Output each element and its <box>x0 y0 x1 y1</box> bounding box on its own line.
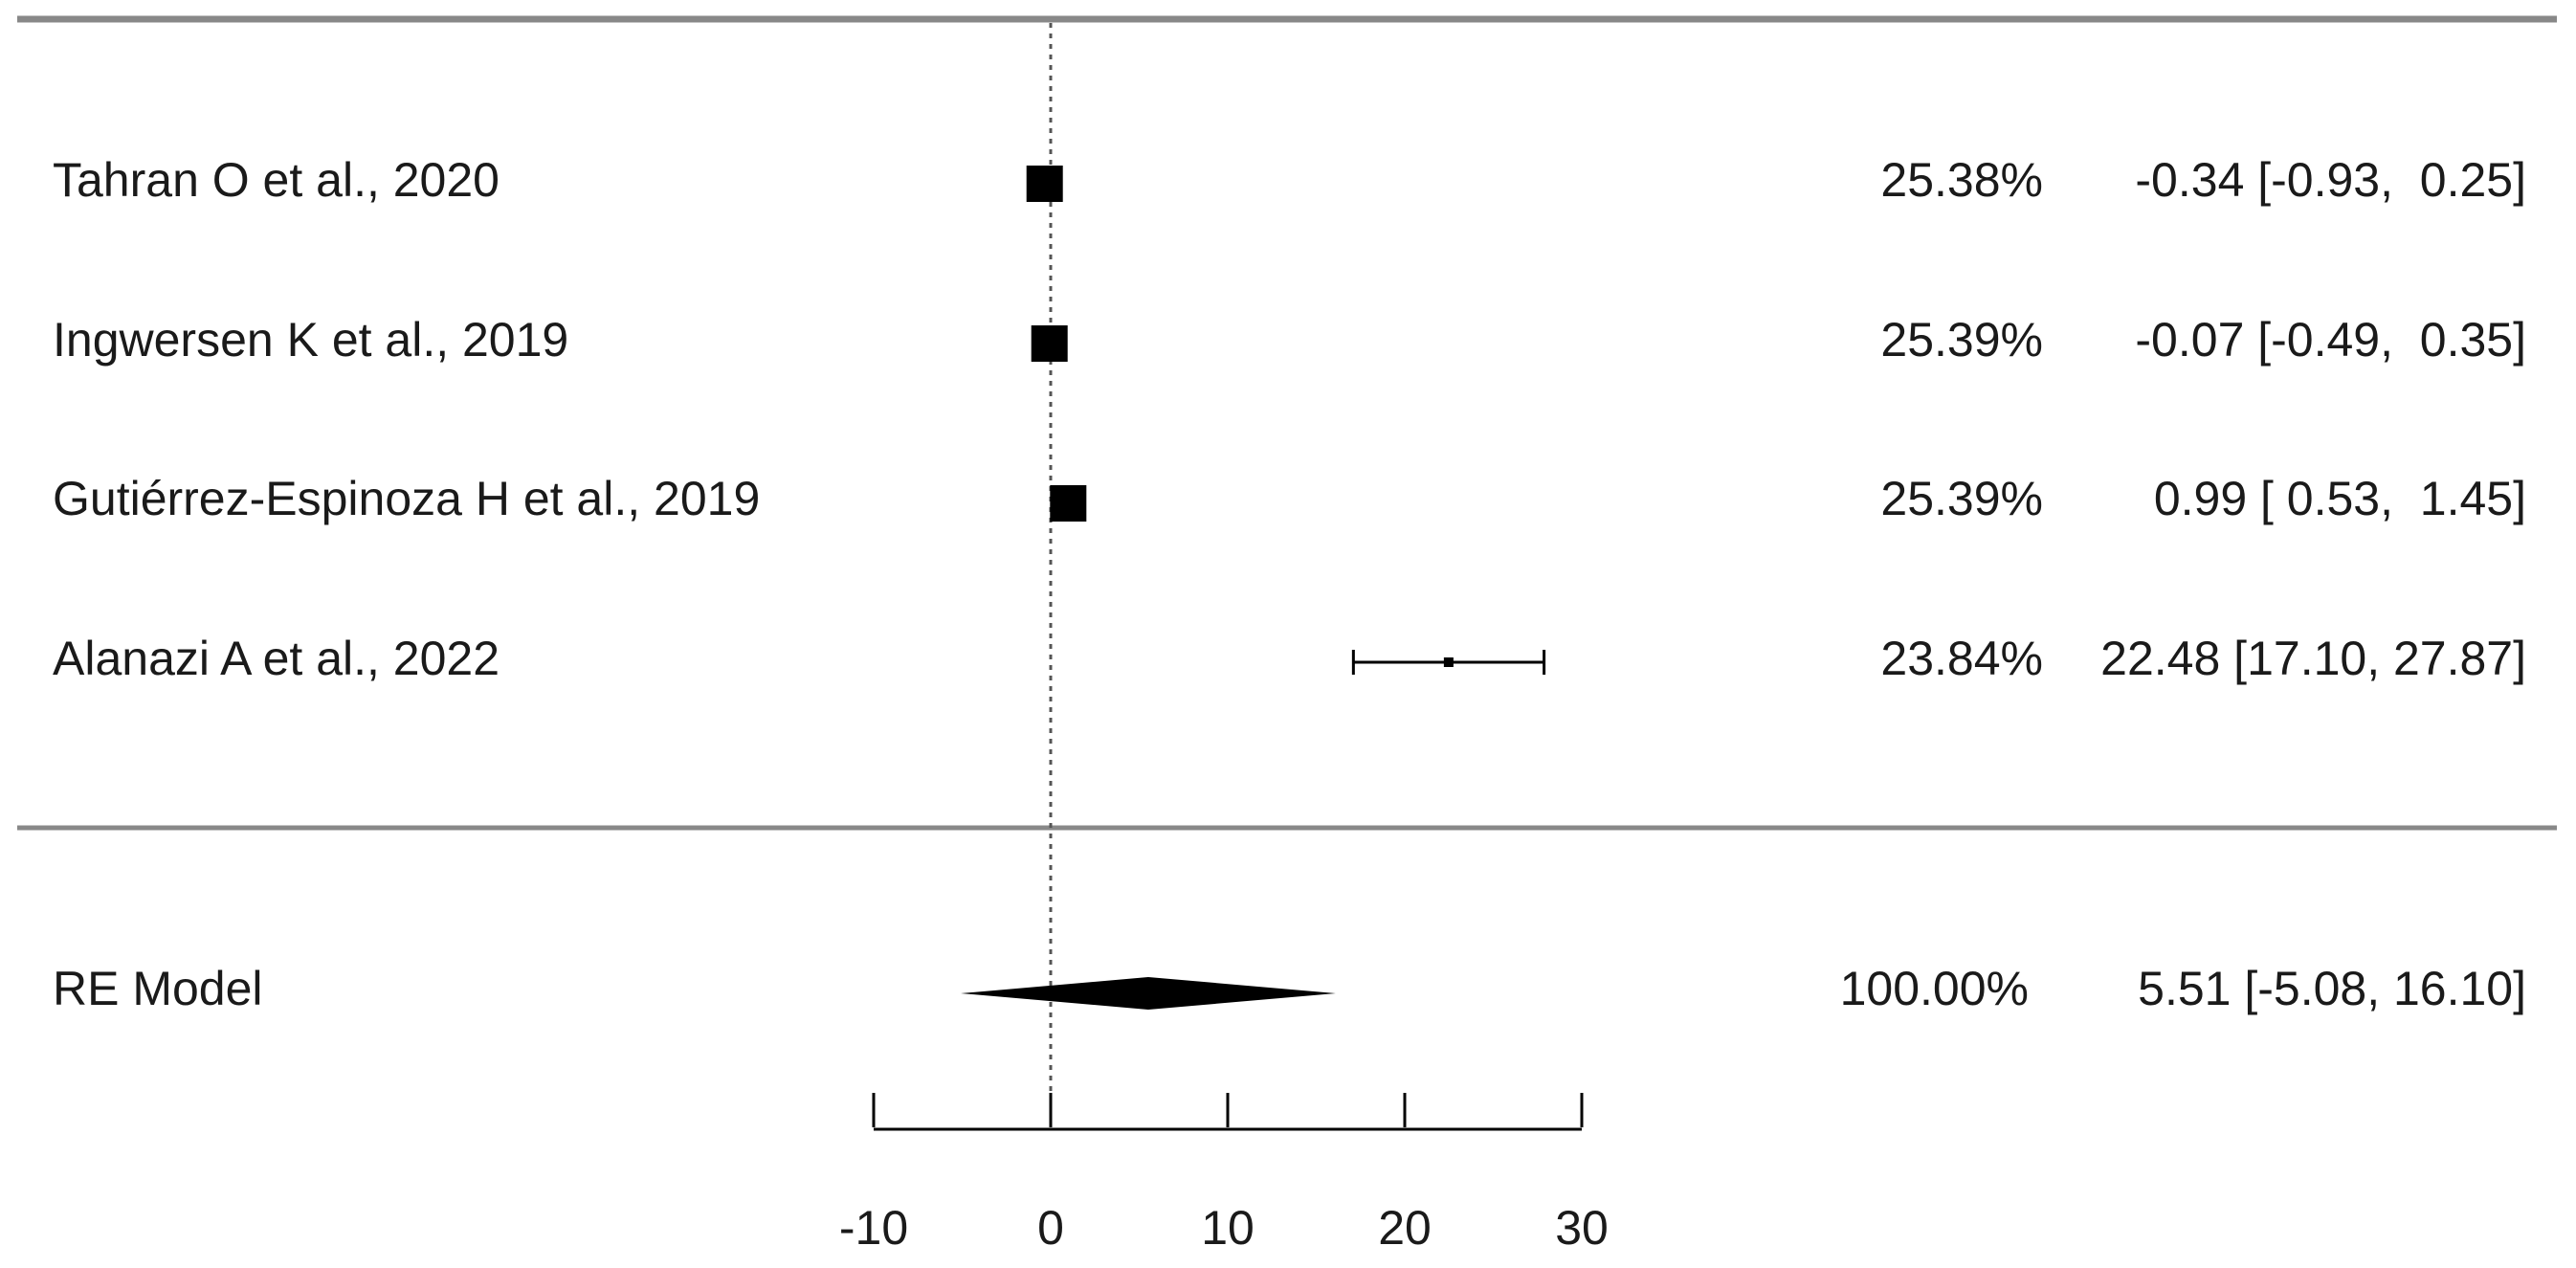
summary-label: RE Model <box>53 962 263 1015</box>
x-axis: -10 0 10 20 30 <box>839 1093 1609 1255</box>
study-row: Alanazi A et al., 2022 23.84% 22.48 [17.… <box>53 632 2526 685</box>
study-weight: 25.39% <box>1880 472 2043 525</box>
study-point-estimate <box>1031 325 1068 362</box>
x-tick-label: 10 <box>1201 1201 1255 1255</box>
summary-row: RE Model 100.00% 5.51 [-5.08, 16.10] <box>53 962 2526 1015</box>
summary-weight: 100.00% <box>1840 962 2029 1015</box>
study-point-estimate <box>1050 485 1087 522</box>
x-tick-label: -10 <box>839 1201 908 1255</box>
study-weight: 23.84% <box>1880 632 2043 685</box>
study-label: Ingwersen K et al., 2019 <box>53 313 568 367</box>
study-estimate-ci: -0.34 [-0.93, 0.25] <box>2135 153 2526 207</box>
study-point-estimate <box>1026 166 1063 202</box>
study-row: Tahran O et al., 2020 25.38% -0.34 [-0.9… <box>53 153 2526 207</box>
study-label: Tahran O et al., 2020 <box>53 153 500 207</box>
study-weight: 25.38% <box>1880 153 2043 207</box>
study-weight: 25.39% <box>1880 313 2043 367</box>
x-tick-label: 0 <box>1037 1201 1064 1255</box>
study-point-estimate <box>1443 657 1454 667</box>
study-label: Alanazi A et al., 2022 <box>53 632 500 685</box>
study-row: Ingwersen K et al., 2019 25.39% -0.07 [-… <box>53 313 2526 367</box>
study-estimate-ci: -0.07 [-0.49, 0.35] <box>2135 313 2526 367</box>
summary-diamond <box>961 977 1336 1010</box>
x-tick-label: 30 <box>1555 1201 1609 1255</box>
x-tick-label: 20 <box>1378 1201 1432 1255</box>
study-rows: Tahran O et al., 2020 25.38% -0.34 [-0.9… <box>53 153 2526 685</box>
study-estimate-ci: 22.48 [17.10, 27.87] <box>2100 632 2526 685</box>
study-label: Gutiérrez-Espinoza H et al., 2019 <box>53 472 760 525</box>
study-row: Gutiérrez-Espinoza H et al., 2019 25.39%… <box>53 472 2526 525</box>
summary-estimate-ci: 5.51 [-5.08, 16.10] <box>2138 962 2526 1015</box>
study-estimate-ci: 0.99 [ 0.53, 1.45] <box>2154 472 2526 525</box>
